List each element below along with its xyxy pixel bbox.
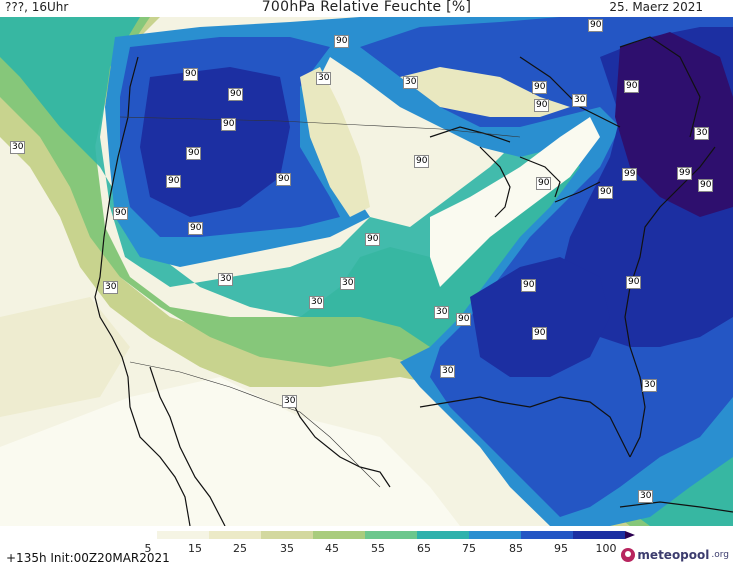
contour-label: 90 — [188, 222, 204, 235]
logo-tld: .org — [711, 550, 729, 560]
colorbar-tick-label: 25 — [233, 542, 247, 555]
colorbar-segment — [157, 531, 209, 539]
contour-label: 30 — [10, 141, 26, 154]
valid-time-label: ???, 16Uhr — [5, 0, 69, 14]
humidity-map: 90 90 90 90 90 90 90 90 90 90 90 90 90 9… — [0, 17, 733, 526]
color-scale-bar — [105, 531, 635, 539]
logo-icon — [621, 548, 636, 562]
colorbar-segment — [261, 531, 313, 539]
colorbar-segment — [573, 531, 625, 539]
contour-label: 30 — [282, 395, 298, 408]
contour-label: 90 — [228, 88, 244, 101]
us-canada-border — [119, 116, 521, 138]
contour-label: 30 — [403, 76, 419, 89]
contour-label: 90 — [456, 313, 472, 326]
contour-label: 30 — [340, 277, 356, 290]
contour-label: 30 — [642, 379, 658, 392]
lake-superior — [429, 126, 511, 143]
contour-label: 99 — [677, 167, 693, 180]
logo-name: meteopool — [637, 548, 710, 562]
contour-label: 90 — [534, 99, 550, 112]
contour-label: 90 — [532, 81, 548, 94]
colorbar-tick-label: 100 — [595, 542, 617, 555]
colorbar-tick-label: 75 — [462, 542, 476, 555]
contour-label: 99 — [622, 168, 638, 181]
colorbar-end-arrow — [625, 531, 635, 539]
contour-label: 90 — [186, 147, 202, 160]
contour-label: 90 — [624, 80, 640, 93]
map-header: ???, 16Uhr 700hPa Relative Feuchte [%] 2… — [0, 0, 733, 17]
hudson-region-coast — [519, 56, 621, 128]
meteopool-logo[interactable]: meteopool .org — [621, 548, 729, 562]
pacific-coast — [94, 56, 191, 526]
contour-label: 90 — [113, 207, 129, 220]
dry-band-north — [400, 67, 570, 117]
colorbar-tick-label: 55 — [371, 542, 385, 555]
colorbar-tick-label: 5 — [144, 542, 152, 555]
contour-label: 90 — [521, 279, 537, 292]
contour-label: 90 — [536, 177, 552, 190]
gulf-of-california — [289, 396, 391, 488]
contour-label: 30 — [638, 490, 654, 503]
colorbar-tick-label: 15 — [188, 542, 202, 555]
saturated-northeast — [615, 32, 733, 217]
colorbar-tick-label: 35 — [280, 542, 294, 555]
colorbar-tick-label: 45 — [325, 542, 339, 555]
contour-label: 90 — [698, 179, 714, 192]
legend-footer: 5 15 25 35 45 55 65 75 85 95 100 +135h Init:00Z20M… — [0, 526, 733, 566]
contour-label: 90 — [183, 68, 199, 81]
lake-michigan — [479, 146, 511, 218]
contour-label: 90 — [221, 118, 237, 131]
lake-erie — [554, 181, 601, 203]
gulf-coast — [419, 396, 631, 458]
dry-tongue-lakes — [430, 117, 600, 287]
contour-label: 30 — [440, 365, 456, 378]
colorbar-tick-label: 95 — [554, 542, 568, 555]
contour-label: 90 — [334, 35, 350, 48]
contour-label: 90 — [598, 186, 614, 199]
dry-tongue-plains — [300, 67, 370, 217]
dry-region-south — [0, 377, 460, 526]
dry-region-pacific — [0, 297, 130, 417]
cuba-coast — [619, 501, 733, 513]
contour-label: 30 — [694, 127, 710, 140]
colorbar-segment — [469, 531, 521, 539]
colorbar-segment — [365, 531, 417, 539]
init-time-label: +135h Init:00Z20MAR2021 — [6, 551, 170, 565]
color-scale-ticks: 5 15 25 35 45 55 65 75 85 95 100 — [0, 542, 733, 556]
contour-label: 90 — [276, 173, 292, 186]
contour-label: 90 — [166, 175, 182, 188]
date-label: 25. Maerz 2021 — [609, 0, 703, 14]
contour-label: 90 — [414, 155, 430, 168]
labrador-coast — [619, 36, 701, 138]
colorbar-segment — [105, 531, 157, 539]
contour-label: 90 — [588, 19, 604, 32]
colorbar-segment — [209, 531, 261, 539]
contour-label: 30 — [103, 281, 119, 294]
colorbar-segment — [521, 531, 573, 539]
contour-label: 90 — [365, 233, 381, 246]
colorbar-tick-label: 85 — [509, 542, 523, 555]
contour-label: 30 — [434, 306, 450, 319]
colorbar-tick-label: 65 — [417, 542, 431, 555]
colorbar-segment — [417, 531, 469, 539]
humidity-map-svg — [0, 17, 733, 526]
contour-label: 30 — [572, 94, 588, 107]
contour-label: 90 — [532, 327, 548, 340]
very-humid-southeast — [470, 257, 610, 377]
contour-label: 30 — [309, 296, 325, 309]
contour-label: 30 — [316, 72, 332, 85]
baja-coast — [149, 366, 226, 526]
map-title: 700hPa Relative Feuchte [%] — [261, 0, 472, 15]
contour-label: 90 — [626, 276, 642, 289]
contour-label: 30 — [218, 273, 234, 286]
lake-huron — [519, 156, 561, 198]
colorbar-segment — [313, 531, 365, 539]
